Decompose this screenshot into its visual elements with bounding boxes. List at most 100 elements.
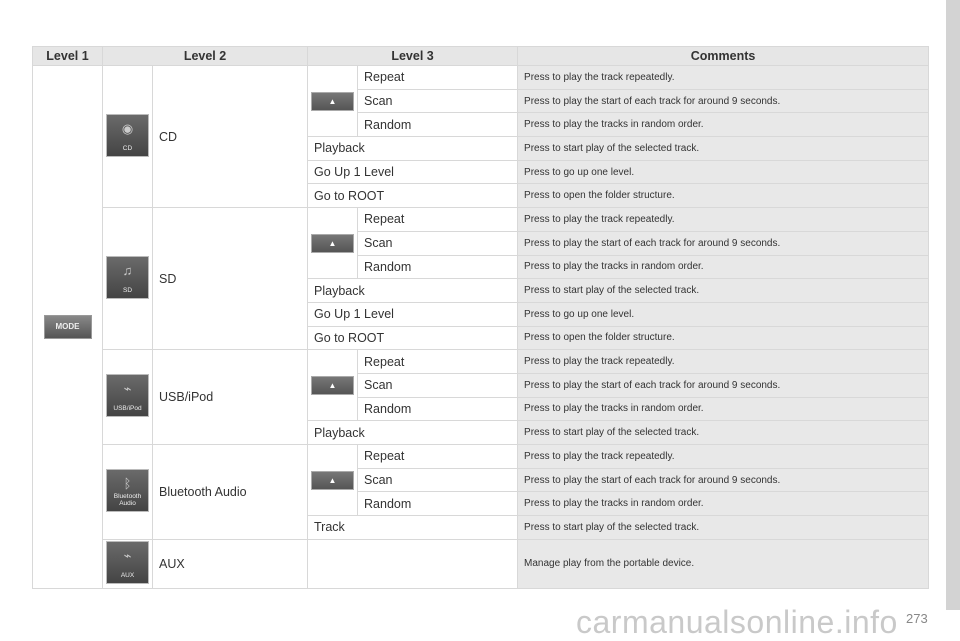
level-3-option[interactable]: Repeat <box>357 65 519 90</box>
side-tab <box>946 0 960 610</box>
level-3-option[interactable]: Playback <box>307 278 519 303</box>
comment: Press to play the start of each track fo… <box>517 372 930 398</box>
comment: Press to start play of the selected trac… <box>517 136 930 161</box>
cd-icon-glyph: ◉ <box>121 120 134 136</box>
cd-icon[interactable]: ◉ CD <box>107 114 148 156</box>
comment: Press to go up one level. <box>517 159 930 185</box>
table-row: Scan Press to play the start of each trac… <box>33 467 930 493</box>
table-row: ♫ SD SD ▲ Repeat Press to play the track repe… <box>33 207 930 351</box>
level-3-option[interactable]: Go Up 1 Level <box>307 301 519 327</box>
aux-cable-icon-glyph: ⌁ <box>123 547 132 563</box>
comment: Press to start play of the selected trac… <box>517 278 930 303</box>
level-2-name: USB/iPod <box>151 349 309 445</box>
usb-cable-icon[interactable]: ⌁ USB/iPod <box>107 375 148 417</box>
table-row: Playback Press to start play of the selec… <box>33 420 930 445</box>
mode-button[interactable]: MODE <box>44 315 91 338</box>
comment: Press to play the track repeatedly. <box>517 207 930 232</box>
mode-menu-table: Level 1 Level 2 Level 3 Comments MODE ◉ CD… <box>32 46 930 589</box>
up-arrow-button[interactable]: ▲ <box>312 234 354 252</box>
level-2-icon-cell: ⌁ USB/iPod <box>102 349 153 445</box>
table-row: Scan Press to play the start of each trac… <box>33 372 930 398</box>
bluetooth-icon-glyph: ᛒ <box>123 475 132 491</box>
level-1-cell: MODE <box>32 65 103 589</box>
up-arrow-button[interactable]: ▲ <box>312 92 354 110</box>
comment: Press to play the tracks in random order… <box>517 396 930 422</box>
icon-label: Bluetooth Audio <box>113 492 142 507</box>
sd-card-icon[interactable]: ♫ SD <box>107 256 148 298</box>
table-row: Random Press to play the tracks in random… <box>33 254 930 280</box>
bluetooth-icon[interactable]: ᛒ Bluetooth Audio <box>107 469 148 511</box>
icon-label: USB/iPod <box>113 405 142 413</box>
header-level-1: Level 1 <box>32 46 103 66</box>
level-2-icon-cell: ◉ CD <box>102 64 153 209</box>
comment: Press to play the tracks in random order… <box>517 254 930 280</box>
level-3-option[interactable]: Playback <box>307 136 519 161</box>
table-row: Playback Press to start play of the selec… <box>33 278 930 303</box>
level-3-empty <box>307 538 519 589</box>
level-3-option[interactable]: Random <box>357 254 519 280</box>
comment: Press to play the start of each track fo… <box>517 467 930 493</box>
aux-cable-icon[interactable]: ⌁ AUX <box>107 541 148 583</box>
table-row: ⌁ USB/iPod USB/iPod ▲ Repeat Press to play th… <box>33 349 930 445</box>
level-3-option[interactable]: Track <box>307 515 519 540</box>
table-row: Scan Press to play the start of each trac… <box>33 88 930 114</box>
comment: Press to play the track repeatedly. <box>517 349 930 374</box>
comment: Press to go up one level. <box>517 301 930 327</box>
header-level-3: Level 3 <box>307 46 519 66</box>
comment: Manage play from the portable device. <box>517 538 930 589</box>
sub-menu-cell: ▲ <box>307 443 359 517</box>
level-2-icon-cell: ᛒ Bluetooth Audio <box>102 444 153 540</box>
comment: Press to play the tracks in random order… <box>517 491 930 517</box>
level-3-option[interactable]: Repeat <box>357 349 519 374</box>
level-3-option[interactable]: Random <box>357 491 519 517</box>
level-3-option[interactable]: Scan <box>357 230 519 256</box>
usb-cable-icon-glyph: ⌁ <box>123 381 132 397</box>
level-3-option[interactable]: Repeat <box>357 444 519 469</box>
level-3-option[interactable]: Repeat <box>357 207 519 232</box>
icon-label: SD <box>122 286 133 294</box>
sub-menu-cell: ▲ <box>307 64 359 138</box>
comment: Press to play the start of each track fo… <box>517 88 930 114</box>
table-header: Level 1 Level 2 Level 3 Comments <box>32 46 930 66</box>
level-2-icon-cell: ♫ SD <box>102 207 153 351</box>
table-row: MODE ◉ CD CD ▲ Repeat Press to play the track … <box>32 64 930 589</box>
sd-card-icon-glyph: ♫ <box>122 262 133 278</box>
icon-label: AUX <box>120 571 135 579</box>
level-3-option[interactable]: Go Up 1 Level <box>307 159 519 185</box>
table-row: ᛒ Bluetooth Audio Bluetooth Audio ▲ Repeat Pr… <box>33 443 930 540</box>
comment: Press to open the folder structure. <box>517 183 930 209</box>
table-row: Track Press to start play of the selected… <box>33 515 930 540</box>
comment: Press to start play of the selected trac… <box>517 515 930 540</box>
level-2-name: AUX <box>151 538 309 589</box>
sub-menu-cell: ▲ <box>307 207 359 280</box>
level-2-name: SD <box>151 207 309 351</box>
watermark: carmanualsonline.info <box>576 604 898 640</box>
comment: Press to play the track repeatedly. <box>517 65 930 90</box>
up-arrow-button[interactable]: ▲ <box>312 471 354 489</box>
header-comments: Comments <box>517 46 930 66</box>
page-number: 273 <box>906 611 928 626</box>
level-2-name: Bluetooth Audio <box>151 444 309 540</box>
table-row: Random Press to play the tracks in random… <box>33 112 930 138</box>
level-3-option[interactable]: Go to ROOT <box>307 325 519 351</box>
table-row: ⌁ AUX AUX Manage play from the portable dev… <box>33 538 930 589</box>
up-arrow-button[interactable]: ▲ <box>312 376 354 394</box>
comment: Press to play the tracks in random order… <box>517 112 930 138</box>
level-3-option[interactable]: Scan <box>357 467 519 493</box>
level-2-name: CD <box>151 64 309 209</box>
table-row: Go to ROOT Press to open the folder struc… <box>33 183 930 209</box>
comment: Press to start play of the selected trac… <box>517 420 930 445</box>
header-level-2: Level 2 <box>101 46 309 66</box>
level-3-option[interactable]: Scan <box>357 88 519 114</box>
sub-menu-cell: ▲ <box>307 349 359 422</box>
level-3-option[interactable]: Playback <box>307 420 519 445</box>
table-row: Go Up 1 Level Press to go up one level. <box>33 301 930 327</box>
level-3-option[interactable]: Go to ROOT <box>307 183 519 209</box>
comment: Press to play the start of each track fo… <box>517 230 930 256</box>
table-row: Go to ROOT Press to open the folder struc… <box>33 325 930 351</box>
table-row: Random Press to play the tracks in random… <box>33 396 930 422</box>
level-3-option[interactable]: Random <box>357 112 519 138</box>
level-3-option[interactable]: Random <box>357 396 519 422</box>
table-row: Playback Press to start play of the selec… <box>33 136 930 161</box>
level-3-option[interactable]: Scan <box>357 372 519 398</box>
